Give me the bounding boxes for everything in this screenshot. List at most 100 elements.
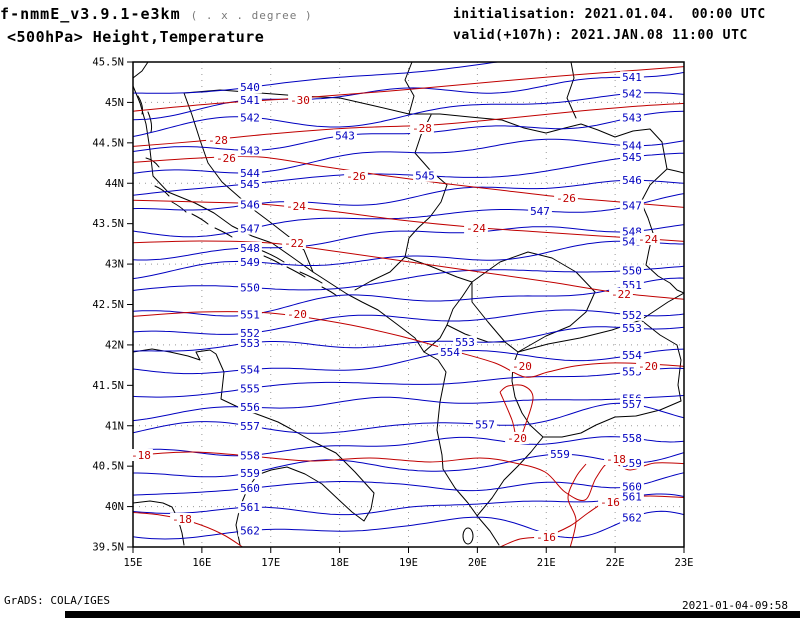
label-mask xyxy=(620,349,644,362)
temperature-contour-label: -24 xyxy=(638,233,658,246)
label-mask xyxy=(238,177,262,190)
label-mask xyxy=(620,139,644,152)
x-tick-label: 23E xyxy=(675,557,694,569)
label-mask xyxy=(620,199,644,212)
model-resolution: ( . x . degree ) xyxy=(190,9,313,22)
border-serbia-bulgaria xyxy=(640,168,684,294)
height-contour-label: 557 xyxy=(240,420,260,433)
height-contour-label: 557 xyxy=(622,398,642,411)
height-contour-label: 547 xyxy=(530,205,550,218)
label-mask xyxy=(620,87,644,100)
height-contour xyxy=(133,277,684,317)
temperature-contour-label: -26 xyxy=(346,170,366,183)
height-contour xyxy=(133,152,684,196)
height-contour-label: 546 xyxy=(622,174,642,187)
coastline-italy-west xyxy=(133,500,185,546)
label-mask xyxy=(238,449,262,462)
height-contour-label: 549 xyxy=(240,256,260,269)
height-contour-label: 545 xyxy=(240,178,260,191)
label-mask xyxy=(620,111,644,124)
label-mask xyxy=(620,398,644,411)
label-mask xyxy=(636,233,660,245)
x-tick-label: 15E xyxy=(124,557,143,569)
height-contour xyxy=(133,436,684,457)
label-mask xyxy=(238,93,262,106)
temperature-contour xyxy=(133,311,684,378)
height-contour xyxy=(133,367,684,398)
height-contour-label: 551 xyxy=(240,309,260,322)
label-mask xyxy=(238,81,262,94)
height-contour-label: 562 xyxy=(622,512,642,525)
height-contour-label: 556 xyxy=(240,401,260,414)
height-contour-label: 558 xyxy=(622,432,642,445)
border-serbia-romania xyxy=(566,62,577,119)
label-mask xyxy=(620,490,644,503)
border-montenegro-albania xyxy=(423,281,473,353)
height-contour-label: 557 xyxy=(475,418,495,431)
label-mask xyxy=(238,482,262,495)
height-contour xyxy=(133,193,684,238)
height-contour-label: 555 xyxy=(240,382,260,395)
y-tick-label: 45N xyxy=(105,97,124,109)
height-contour xyxy=(133,71,684,121)
height-contour xyxy=(133,395,684,422)
height-contour-label: 540 xyxy=(240,81,260,94)
label-mask xyxy=(534,531,558,543)
temperature-contour-label: -18 xyxy=(172,513,192,526)
height-contour-label: 562 xyxy=(240,525,260,538)
height-contour-label: 553 xyxy=(622,322,642,335)
height-contour xyxy=(133,62,502,94)
height-contour-label: 552 xyxy=(240,327,260,340)
height-contour-label: 554 xyxy=(622,349,642,362)
height-contour-label: 541 xyxy=(622,71,642,84)
height-contour-label: 542 xyxy=(240,111,260,124)
y-tick-label: 43N xyxy=(105,259,124,271)
label-mask xyxy=(505,432,529,444)
label-mask xyxy=(129,449,153,461)
height-contour-label: 560 xyxy=(622,480,642,493)
height-contour-label: 553 xyxy=(455,336,475,349)
height-contour-label: 550 xyxy=(622,264,642,277)
height-contour xyxy=(133,265,684,291)
label-mask xyxy=(238,198,262,211)
label-mask xyxy=(282,237,306,249)
axes: 39.5N 40N 40.5N 41N 41.5N 42N 42.5N 43N 43.5N 44N… xyxy=(92,57,693,570)
height-contour xyxy=(133,309,684,335)
temperature-contour-label: -16 xyxy=(600,496,620,509)
label-mask xyxy=(238,501,262,514)
height-contour xyxy=(133,402,684,434)
temperature-contour-label: -30 xyxy=(290,94,310,107)
x-tick-label: 22E xyxy=(606,557,625,569)
coastline-italy-east xyxy=(133,348,375,546)
label-mask xyxy=(620,150,644,163)
temperature-contour-label: -18 xyxy=(131,449,151,462)
label-mask xyxy=(620,322,644,335)
border-macedonia-east xyxy=(640,319,682,402)
x-tick-label: 20E xyxy=(468,557,487,569)
y-tick-label: 39.5N xyxy=(92,542,124,554)
height-contour xyxy=(133,326,684,352)
x-tick-label: 21E xyxy=(537,557,556,569)
label-mask xyxy=(620,174,644,187)
temperature-contour-label: -28 xyxy=(208,134,228,147)
label-mask xyxy=(620,71,644,84)
height-contour-label: 545 xyxy=(622,151,642,164)
height-contour-label: 541 xyxy=(240,94,260,107)
height-contour-label: 544 xyxy=(622,140,642,153)
height-contour-label: 554 xyxy=(240,363,260,376)
label-mask xyxy=(238,419,262,432)
label-mask xyxy=(410,122,434,134)
label-mask xyxy=(620,308,644,321)
height-contour-label: 543 xyxy=(240,144,260,157)
label-mask xyxy=(620,511,644,524)
height-contour-label: 560 xyxy=(240,482,260,495)
y-tick-label: 44.5N xyxy=(92,137,124,149)
temperature-contour-label: -26 xyxy=(216,152,236,165)
label-mask xyxy=(510,360,534,372)
temperature-contour xyxy=(499,384,534,442)
label-mask xyxy=(453,335,477,348)
y-tick-label: 41.5N xyxy=(92,380,124,392)
model-title: wrf-nmmE_v3.9.1-e3km ( . x . degree ) xyxy=(0,5,313,23)
height-contours xyxy=(133,62,684,540)
